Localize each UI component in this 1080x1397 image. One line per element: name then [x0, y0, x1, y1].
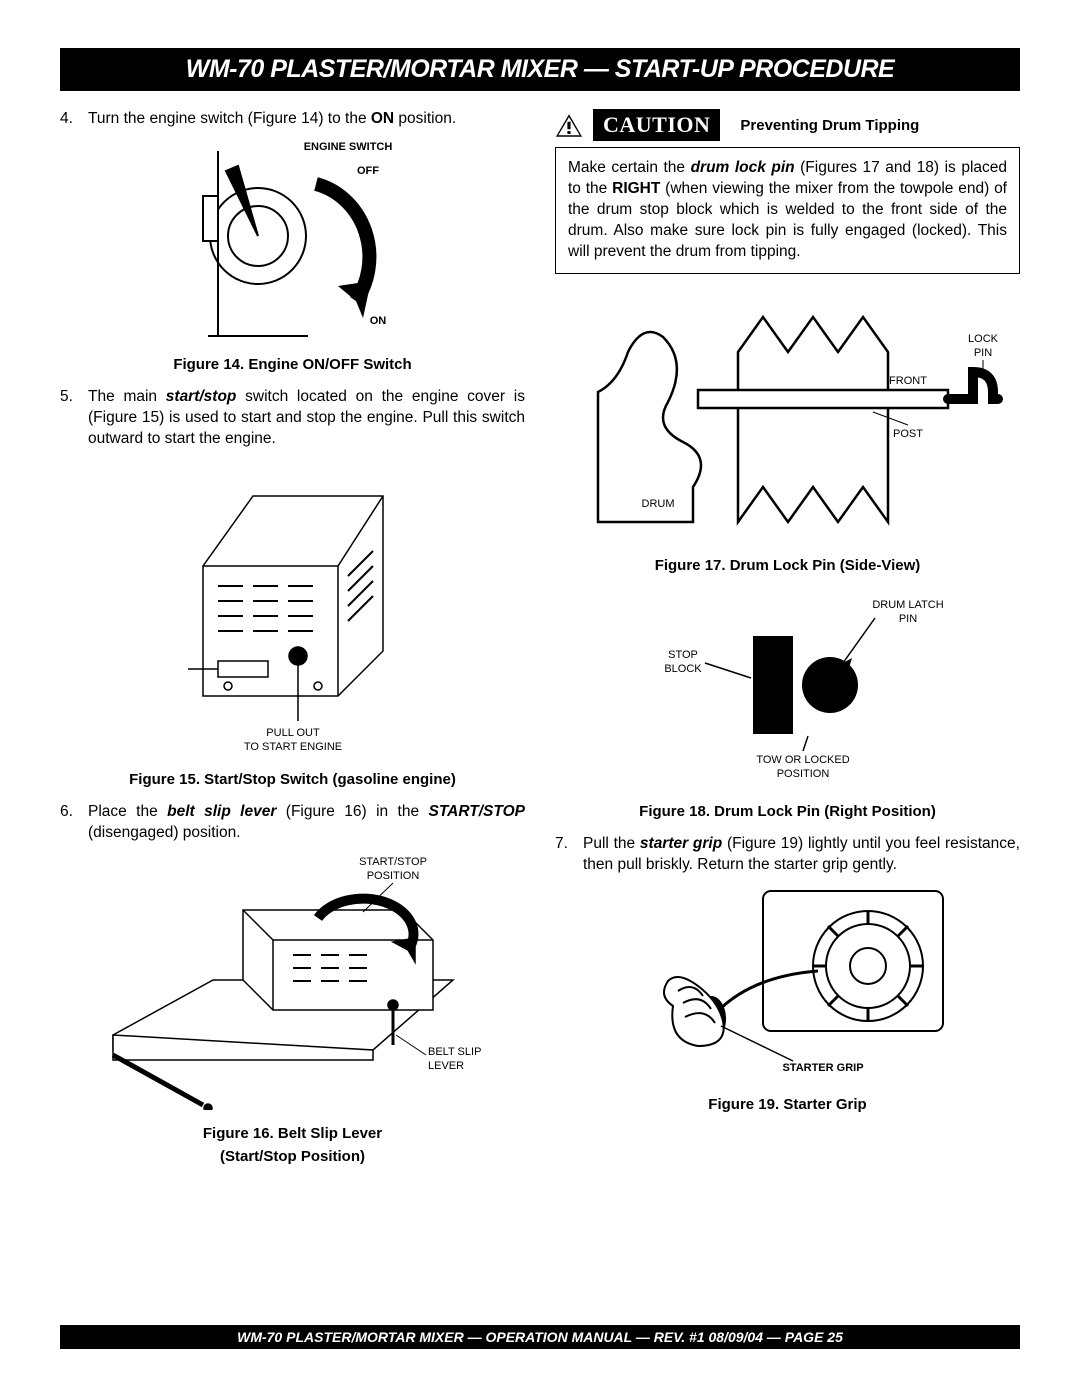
- fig17-post: POST: [893, 428, 923, 440]
- fig17-lock: LOCK: [968, 333, 999, 345]
- right-column: CAUTION Preventing Drum Tipping Make cer…: [555, 109, 1020, 1179]
- step-4-text-a: Turn the engine switch (Figure 14) to th…: [88, 110, 371, 127]
- step-6-body: Place the belt slip lever (Figure 16) in…: [88, 802, 525, 844]
- fig17-pin: PIN: [973, 347, 991, 359]
- caution-box: Make certain the drum lock pin (Figures …: [555, 147, 1020, 274]
- step-7-text-a: Pull the: [583, 835, 640, 852]
- warning-icon: [555, 113, 583, 138]
- fig16-label2: POSITION: [366, 870, 419, 882]
- fig17-front: FRONT: [889, 375, 927, 387]
- step-5-body: The main start/stop switch located on th…: [88, 387, 525, 450]
- figure-19-caption: Figure 19. Starter Grip: [555, 1096, 1020, 1113]
- page-header: WM-70 PLASTER/MORTAR MIXER — START-UP PR…: [60, 48, 1020, 91]
- step-5-text-b: start/stop: [166, 388, 237, 405]
- figure-18-svg: DRUM LATCH PIN STOP BLOCK TOW OR LOCKED …: [608, 588, 968, 788]
- fig18-latch1: DRUM LATCH: [872, 599, 943, 611]
- caution-header: CAUTION Preventing Drum Tipping: [555, 109, 1020, 141]
- fig14-on-label: ON: [369, 315, 386, 327]
- fig15-label2: TO START ENGINE: [243, 741, 341, 753]
- fig16-label4: LEVER: [428, 1060, 464, 1072]
- fig18-tow2: POSITION: [776, 768, 829, 780]
- step-5-number: 5.: [60, 387, 88, 450]
- fig18-stop1: STOP: [668, 649, 698, 661]
- figure-18-caption: Figure 18. Drum Lock Pin (Right Position…: [555, 803, 1020, 820]
- fig16-label3: BELT SLIP: [428, 1046, 481, 1058]
- step-5: 5. The main start/stop switch located on…: [60, 387, 525, 450]
- fig14-engine-label: ENGINE SWITCH: [303, 141, 392, 153]
- step-6-text-c: (Figure 16) in the: [276, 803, 428, 820]
- figure-18: DRUM LATCH PIN STOP BLOCK TOW OR LOCKED …: [555, 588, 1020, 793]
- step-5-text-a: The main: [88, 388, 166, 405]
- fig14-off-label: OFF: [357, 165, 379, 177]
- step-6-text-a: Place the: [88, 803, 167, 820]
- figure-14-svg: ENGINE SWITCH OFF ON: [168, 136, 418, 341]
- figure-16-caption-2: (Start/Stop Position): [60, 1148, 525, 1165]
- step-7-body: Pull the starter grip (Figure 19) lightl…: [583, 834, 1020, 876]
- step-4-number: 4.: [60, 109, 88, 130]
- fig15-label1: PULL OUT: [266, 727, 320, 739]
- figure-19-svg: STARTER GRIP: [623, 881, 953, 1081]
- figure-14-caption: Figure 14. Engine ON/OFF Switch: [60, 356, 525, 373]
- figure-15: PULL OUT TO START ENGINE: [60, 456, 525, 761]
- figure-17-svg: LOCK PIN FRONT POST DRUM: [568, 292, 1008, 542]
- fig18-tow1: TOW OR LOCKED: [756, 754, 849, 766]
- step-7-text-b: starter grip: [640, 835, 722, 852]
- caution-text-d: RIGHT: [612, 180, 660, 197]
- figure-17-caption: Figure 17. Drum Lock Pin (Side-View): [555, 557, 1020, 574]
- fig18-latch2: PIN: [898, 613, 916, 625]
- left-column: 4. Turn the engine switch (Figure 14) to…: [60, 109, 525, 1179]
- caution-label: CAUTION: [593, 109, 720, 141]
- content-columns: 4. Turn the engine switch (Figure 14) to…: [60, 109, 1020, 1179]
- figure-14: ENGINE SWITCH OFF ON: [60, 136, 525, 346]
- figure-16-svg: START/STOP POSITION BELT SLIP LEVER: [93, 850, 493, 1110]
- step-6-number: 6.: [60, 802, 88, 844]
- fig18-stop2: BLOCK: [664, 663, 702, 675]
- step-6: 6. Place the belt slip lever (Figure 16)…: [60, 802, 525, 844]
- caution-text-b: drum lock pin: [691, 159, 795, 176]
- step-4-text-c: position.: [394, 110, 456, 127]
- figure-19: STARTER GRIP: [555, 881, 1020, 1086]
- step-7: 7. Pull the starter grip (Figure 19) lig…: [555, 834, 1020, 876]
- caution-text-a: Make certain the: [568, 159, 691, 176]
- fig19-label: STARTER GRIP: [782, 1062, 863, 1074]
- figure-17: LOCK PIN FRONT POST DRUM: [555, 292, 1020, 547]
- step-7-number: 7.: [555, 834, 583, 876]
- step-6-text-e: (disengaged) position.: [88, 824, 241, 841]
- fig16-label1: START/STOP: [359, 856, 427, 868]
- figure-16: START/STOP POSITION BELT SLIP LEVER: [60, 850, 525, 1115]
- fig18-stop-block-shape: [753, 636, 793, 734]
- caution-subtitle: Preventing Drum Tipping: [740, 117, 919, 134]
- step-4: 4. Turn the engine switch (Figure 14) to…: [60, 109, 525, 130]
- step-4-body: Turn the engine switch (Figure 14) to th…: [88, 109, 525, 130]
- step-6-text-b: belt slip lever: [167, 803, 276, 820]
- page-footer: WM-70 PLASTER/MORTAR MIXER — OPERATION M…: [60, 1325, 1020, 1349]
- step-6-text-d: START/STOP: [429, 803, 525, 820]
- figure-15-svg: PULL OUT TO START ENGINE: [163, 456, 423, 756]
- figure-16-caption-1: Figure 16. Belt Slip Lever: [60, 1125, 525, 1142]
- figure-15-caption: Figure 15. Start/Stop Switch (gasoline e…: [60, 771, 525, 788]
- fig17-drum: DRUM: [641, 498, 674, 510]
- step-4-text-on: ON: [371, 110, 394, 127]
